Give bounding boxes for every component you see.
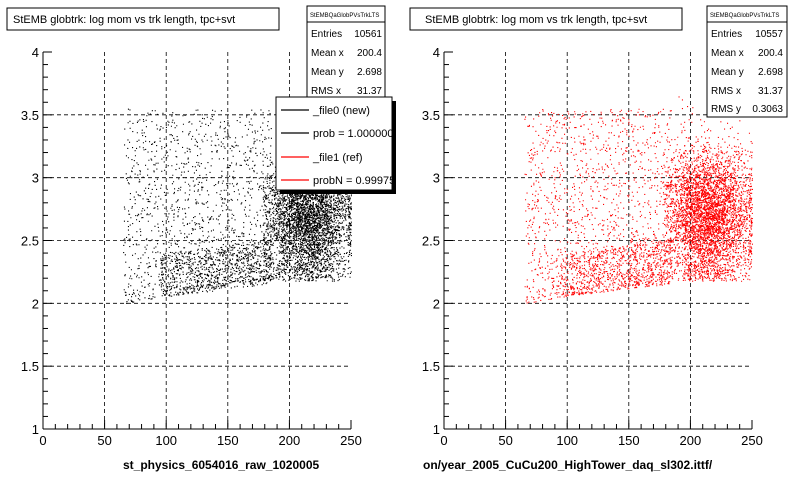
right-stats-rmsy-label: RMS y: [711, 104, 741, 115]
left-stats-rmsx-value: 31.37: [357, 86, 382, 97]
left-y-tick-label-4: 3: [32, 171, 39, 186]
right-y-tick-label-2: 2: [433, 296, 440, 311]
legend-label-file1: _file1 (ref): [312, 152, 363, 164]
right-stats-entries-label: Entries: [711, 29, 742, 40]
right-scatter-point-marks: [524, 96, 753, 304]
legend-label-probN: probN = 0.99975: [313, 175, 395, 187]
right-stats-rmsx-label: RMS x: [711, 86, 741, 97]
left-stats-meany-value: 2.698: [357, 67, 382, 78]
right-plot-area: 0 50 100 150 200 250 1 1.5 2 2.5 3 3.5 4: [422, 45, 763, 448]
left-stats-box: StEMBQaGlobPVsTrkLTS Entries 10561 Mean …: [306, 5, 386, 100]
left-y-tick-label-0: 1: [32, 422, 39, 437]
left-stats-name: StEMBQaGlobPVsTrkLTS: [310, 13, 379, 19]
right-x-axis-label: on/year_2005_CuCu200_HighTower_daq_sl302…: [423, 458, 713, 472]
right-stats-box: StEMBQaGlobPVsTrkLTS Entries 10557 Mean …: [706, 5, 788, 118]
right-y-tick-label-1: 1.5: [422, 359, 440, 374]
left-y-tick-label-6: 4: [32, 45, 39, 60]
left-stats-meany-label: Mean y: [311, 67, 344, 78]
right-y-tick-label-5: 3.5: [422, 108, 440, 123]
left-chart-title: StEMB globtrk: log mom vs trk length, tp…: [13, 14, 235, 26]
right-stats-rmsx-value: 31.37: [758, 86, 783, 97]
right-x-tick-label-1: 50: [498, 433, 512, 448]
legend-label-prob: prob = 1.000000: [313, 128, 393, 140]
right-stats-meanx-value: 200.4: [758, 48, 783, 59]
left-x-tick-label-0: 0: [39, 433, 46, 448]
left-y-tick-label-2: 2: [32, 296, 39, 311]
left-stats-entries-label: Entries: [311, 29, 342, 40]
right-x-tick-label-3: 150: [618, 433, 640, 448]
left-x-tick-label-5: 250: [340, 433, 362, 448]
right-stats-name: StEMBQaGlobPVsTrkLTS: [710, 13, 779, 19]
left-x-tick-label-3: 150: [217, 433, 239, 448]
right-stats-meany-label: Mean y: [711, 67, 744, 78]
right-x-tick-label-4: 200: [680, 433, 702, 448]
left-x-tick-label-4: 200: [279, 433, 301, 448]
left-stats-meanx-value: 200.4: [357, 48, 382, 59]
left-x-tick-label-1: 50: [97, 433, 111, 448]
left-x-tick-label-2: 100: [155, 433, 177, 448]
right-chart-title: StEMB globtrk: log mom vs trk length, tp…: [425, 14, 647, 26]
right-scatter-panel: StEMB globtrk: log mom vs trk length, tp…: [409, 5, 788, 472]
right-stats-entries-value: 10557: [755, 29, 783, 40]
left-stats-rmsx-label: RMS x: [311, 86, 341, 97]
legend-label-file0: _file0 (new): [312, 105, 370, 117]
left-y-tick-label-3: 2.5: [21, 234, 39, 249]
right-x-tick-label-5: 250: [741, 433, 763, 448]
left-stats-entries-value: 10561: [354, 29, 382, 40]
right-y-tick-label-3: 2.5: [422, 234, 440, 249]
left-y-tick-label-1: 1.5: [21, 359, 39, 374]
right-stats-meany-value: 2.698: [758, 67, 783, 78]
legend-box: _file0 (new) prob = 1.000000 _file1 (ref…: [275, 96, 396, 194]
right-y-tick-label-4: 3: [433, 171, 440, 186]
left-stats-meanx-label: Mean x: [311, 48, 344, 59]
right-x-tick-label-2: 100: [556, 433, 578, 448]
left-x-axis-label: st_physics_6054016_raw_1020005: [123, 458, 319, 472]
left-y-tick-label-5: 3.5: [21, 108, 39, 123]
right-y-tick-label-0: 1: [433, 422, 440, 437]
right-stats-rmsy-value: 0.3063: [752, 104, 783, 115]
right-y-tick-label-6: 4: [433, 45, 440, 60]
right-title-box: [409, 7, 683, 31]
left-scatter-panel: StEMB globtrk: log mom vs trk length, tp…: [6, 5, 396, 472]
left-title-box: [6, 7, 280, 31]
right-stats-meanx-label: Mean x: [711, 48, 744, 59]
right-x-tick-label-0: 0: [440, 433, 447, 448]
right-scatter-points: [524, 96, 753, 304]
